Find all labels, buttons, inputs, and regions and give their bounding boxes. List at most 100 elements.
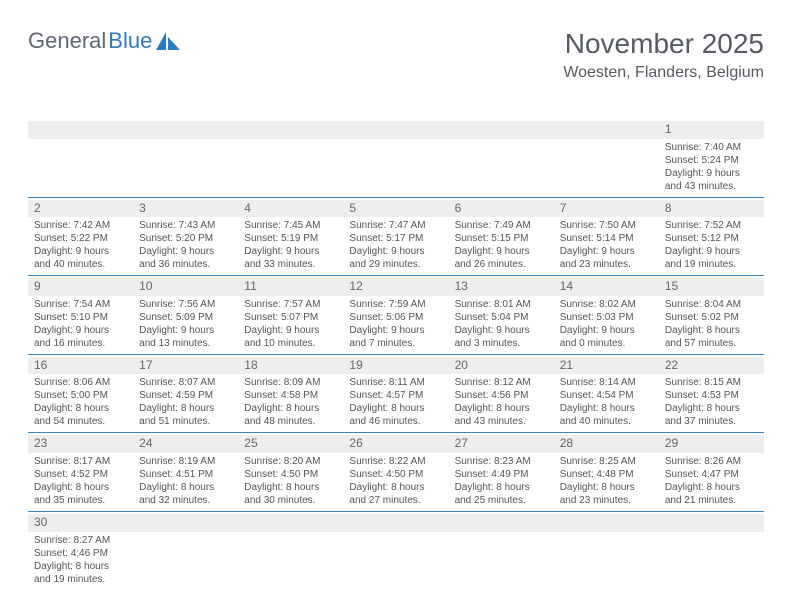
sunset-line: Sunset: 5:09 PM (139, 311, 232, 324)
calendar-day: 7Sunrise: 7:50 AMSunset: 5:14 PMDaylight… (554, 198, 659, 276)
calendar-week: 23Sunrise: 8:17 AMSunset: 4:52 PMDayligh… (28, 433, 764, 512)
calendar-day: 2Sunrise: 7:42 AMSunset: 5:22 PMDaylight… (28, 198, 133, 276)
weekday-label: Friday (554, 94, 659, 119)
calendar-day-empty (449, 119, 554, 197)
logo-text-gray: General (28, 28, 106, 54)
sunset-line: Sunset: 5:00 PM (34, 389, 127, 402)
title-block: November 2025 Woesten, Flanders, Belgium (563, 28, 764, 82)
calendar-day: 19Sunrise: 8:11 AMSunset: 4:57 PMDayligh… (343, 355, 448, 433)
daylight-line: Daylight: 8 hours and 48 minutes. (244, 402, 337, 428)
day-number (554, 514, 659, 532)
day-number: 3 (133, 200, 238, 218)
calendar-day: 1Sunrise: 7:40 AMSunset: 5:24 PMDaylight… (659, 119, 764, 197)
day-number: 28 (554, 435, 659, 453)
calendar-day: 30Sunrise: 8:27 AMSunset: 4:46 PMDayligh… (28, 512, 133, 590)
sunrise-line: Sunrise: 8:22 AM (349, 455, 442, 468)
calendar-day-empty (449, 512, 554, 590)
day-number: 12 (343, 278, 448, 296)
day-number: 15 (659, 278, 764, 296)
calendar-day: 9Sunrise: 7:54 AMSunset: 5:10 PMDaylight… (28, 276, 133, 354)
calendar-day: 23Sunrise: 8:17 AMSunset: 4:52 PMDayligh… (28, 433, 133, 511)
sunset-line: Sunset: 4:52 PM (34, 468, 127, 481)
calendar-day-empty (554, 119, 659, 197)
sunset-line: Sunset: 5:22 PM (34, 232, 127, 245)
day-number (449, 121, 554, 139)
sunrise-line: Sunrise: 7:45 AM (244, 219, 337, 232)
day-number (449, 514, 554, 532)
calendar-day-empty (554, 512, 659, 590)
sunset-line: Sunset: 4:58 PM (244, 389, 337, 402)
daylight-line: Daylight: 8 hours and 25 minutes. (455, 481, 548, 507)
daylight-line: Daylight: 9 hours and 3 minutes. (455, 324, 548, 350)
sunrise-line: Sunrise: 7:49 AM (455, 219, 548, 232)
day-number: 8 (659, 200, 764, 218)
day-number (238, 121, 343, 139)
calendar-day: 24Sunrise: 8:19 AMSunset: 4:51 PMDayligh… (133, 433, 238, 511)
sunrise-line: Sunrise: 7:50 AM (560, 219, 653, 232)
calendar-day-empty (133, 119, 238, 197)
day-number: 13 (449, 278, 554, 296)
calendar-day: 25Sunrise: 8:20 AMSunset: 4:50 PMDayligh… (238, 433, 343, 511)
sunrise-line: Sunrise: 8:11 AM (349, 376, 442, 389)
daylight-line: Daylight: 8 hours and 21 minutes. (665, 481, 758, 507)
daylight-line: Daylight: 9 hours and 26 minutes. (455, 245, 548, 271)
sunset-line: Sunset: 5:12 PM (665, 232, 758, 245)
sunrise-line: Sunrise: 7:56 AM (139, 298, 232, 311)
day-number: 5 (343, 200, 448, 218)
day-number (659, 514, 764, 532)
day-number: 21 (554, 357, 659, 375)
calendar-day: 10 Sunrise: 7:56 AMSunset: 5:09 PMDayligh… (133, 276, 238, 354)
daylight-line: Daylight: 8 hours and 43 minutes. (455, 402, 548, 428)
sunrise-line: Sunrise: 8:17 AM (34, 455, 127, 468)
sunset-line: Sunset: 4:46 PM (34, 547, 127, 560)
sunrise-line: Sunrise: 7:57 AM (244, 298, 337, 311)
calendar-day: 17Sunrise: 8:07 AMSunset: 4:59 PMDayligh… (133, 355, 238, 433)
weekday-label: Tuesday (238, 94, 343, 119)
daylight-line: Daylight: 9 hours and 10 minutes. (244, 324, 337, 350)
sunset-line: Sunset: 4:56 PM (455, 389, 548, 402)
daylight-line: Daylight: 8 hours and 54 minutes. (34, 402, 127, 428)
sunrise-line: Sunrise: 8:07 AM (139, 376, 232, 389)
sunset-line: Sunset: 4:54 PM (560, 389, 653, 402)
day-number: 10 (133, 278, 238, 296)
calendar-day: 4Sunrise: 7:45 AMSunset: 5:19 PMDaylight… (238, 198, 343, 276)
sunset-line: Sunset: 5:20 PM (139, 232, 232, 245)
sunrise-line: Sunrise: 7:40 AM (665, 141, 758, 154)
day-number: 24 (133, 435, 238, 453)
sunrise-line: Sunrise: 7:59 AM (349, 298, 442, 311)
calendar-day-empty (28, 119, 133, 197)
day-number (133, 514, 238, 532)
calendar-day-empty (343, 512, 448, 590)
sunset-line: Sunset: 5:24 PM (665, 154, 758, 167)
day-number: 7 (554, 200, 659, 218)
logo: GeneralBlue (28, 28, 182, 54)
calendar-day: 26Sunrise: 8:22 AMSunset: 4:50 PMDayligh… (343, 433, 448, 511)
calendar-day: 14Sunrise: 8:02 AMSunset: 5:03 PMDayligh… (554, 276, 659, 354)
day-number: 6 (449, 200, 554, 218)
daylight-line: Daylight: 8 hours and 30 minutes. (244, 481, 337, 507)
day-number: 29 (659, 435, 764, 453)
weekday-label: Thursday (449, 94, 554, 119)
calendar-day: 13Sunrise: 8:01 AMSunset: 5:04 PMDayligh… (449, 276, 554, 354)
day-number: 27 (449, 435, 554, 453)
day-number (238, 514, 343, 532)
calendar-week: 2Sunrise: 7:42 AMSunset: 5:22 PMDaylight… (28, 198, 764, 277)
sunset-line: Sunset: 4:53 PM (665, 389, 758, 402)
sunset-line: Sunset: 5:10 PM (34, 311, 127, 324)
weekday-label: Monday (133, 94, 238, 119)
sunrise-line: Sunrise: 7:52 AM (665, 219, 758, 232)
logo-text-blue: Blue (108, 28, 152, 54)
day-number: 2 (28, 200, 133, 218)
daylight-line: Daylight: 8 hours and 32 minutes. (139, 481, 232, 507)
sunrise-line: Sunrise: 7:54 AM (34, 298, 127, 311)
daylight-line: Daylight: 8 hours and 35 minutes. (34, 481, 127, 507)
day-number (554, 121, 659, 139)
sunrise-line: Sunrise: 8:02 AM (560, 298, 653, 311)
calendar-day: 16Sunrise: 8:06 AMSunset: 5:00 PMDayligh… (28, 355, 133, 433)
sunset-line: Sunset: 4:48 PM (560, 468, 653, 481)
daylight-line: Daylight: 8 hours and 40 minutes. (560, 402, 653, 428)
daylight-line: Daylight: 9 hours and 36 minutes. (139, 245, 232, 271)
daylight-line: Daylight: 9 hours and 13 minutes. (139, 324, 232, 350)
page-subtitle: Woesten, Flanders, Belgium (563, 64, 764, 82)
calendar-day: 29Sunrise: 8:26 AMSunset: 4:47 PMDayligh… (659, 433, 764, 511)
